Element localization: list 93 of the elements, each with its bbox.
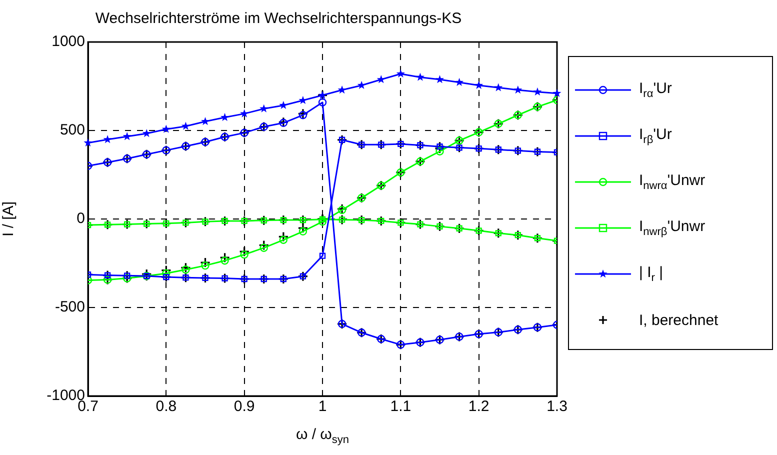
- point: [514, 232, 521, 238]
- y-tick-label: -500: [54, 298, 85, 316]
- point: [162, 269, 170, 278]
- point: [104, 272, 111, 278]
- point: [533, 87, 542, 96]
- legend-label: I$_{rα}$'Ur: [639, 80, 672, 100]
- point: [398, 220, 404, 226]
- y-axis-title: I / [A]: [0, 201, 18, 237]
- point: [300, 273, 306, 280]
- point: [474, 80, 484, 90]
- x-tick-label: 1.2: [468, 398, 490, 416]
- point: [202, 218, 208, 225]
- point: [202, 274, 208, 282]
- x-tick-label: 1: [318, 398, 327, 416]
- point: [416, 72, 424, 81]
- point: [122, 132, 132, 140]
- point: [182, 266, 190, 274]
- point: [436, 223, 443, 230]
- legend-label: I$_{rβ}$'Ur: [639, 126, 672, 146]
- legend-label: I$_{nwrα}$'Unwr: [639, 172, 706, 192]
- point: [220, 256, 229, 265]
- y-tick-label: 0: [76, 210, 85, 228]
- point: [396, 69, 405, 78]
- point: [456, 144, 462, 151]
- point: [163, 220, 170, 226]
- point: [476, 145, 482, 152]
- point: [318, 98, 327, 106]
- point: [222, 275, 228, 282]
- point: [358, 216, 365, 224]
- point: [240, 109, 249, 118]
- point: [181, 122, 190, 130]
- y-tick-label: 1000: [52, 33, 85, 50]
- point: [279, 236, 288, 244]
- point: [260, 104, 268, 112]
- point: [417, 221, 424, 228]
- x-tick-label: 0.8: [156, 398, 177, 416]
- point: [318, 218, 327, 226]
- point: [84, 138, 92, 147]
- point: [436, 147, 444, 156]
- point: [319, 252, 326, 259]
- point: [319, 216, 326, 222]
- point: [417, 142, 424, 148]
- x-axis-title: ω / ω$_{syn}$: [294, 426, 350, 446]
- point: [241, 276, 248, 282]
- point: [358, 142, 365, 148]
- point: [398, 140, 404, 148]
- point: [162, 124, 170, 133]
- point: [298, 227, 308, 236]
- point: [124, 272, 130, 279]
- point: [163, 274, 170, 280]
- point: [534, 148, 541, 155]
- point: [240, 250, 248, 259]
- point: [338, 216, 346, 223]
- point: [495, 230, 502, 236]
- point: [280, 216, 286, 224]
- x-tick-label: 1.1: [390, 398, 412, 416]
- point: [514, 85, 522, 94]
- point: [182, 274, 189, 281]
- chart-title: Wechselrichterströme im Wechselrichterspannungs-KS: [95, 10, 462, 28]
- point: [338, 136, 346, 143]
- point: [260, 217, 267, 224]
- point: [495, 146, 502, 153]
- x-tick-label: 0.9: [234, 398, 255, 416]
- y-tick-label: 500: [60, 122, 85, 139]
- legend-label: I, berechnet: [639, 312, 718, 328]
- point: [103, 135, 112, 144]
- point: [378, 142, 384, 148]
- point: [436, 144, 443, 150]
- point: [201, 261, 210, 270]
- point: [144, 220, 150, 227]
- point: [260, 276, 267, 282]
- point: [456, 225, 462, 232]
- point: [142, 129, 151, 138]
- point: [494, 83, 503, 92]
- point: [222, 218, 228, 224]
- legend-label: I$_{nwrβ}$'Unwr: [639, 218, 706, 238]
- point: [279, 100, 288, 110]
- point: [260, 244, 268, 252]
- point: [241, 218, 248, 224]
- point: [182, 220, 189, 226]
- point: [552, 88, 562, 97]
- point: [298, 111, 308, 120]
- point: [514, 148, 521, 154]
- point: [104, 222, 111, 228]
- legend-label: | I$_{r}$ |: [639, 264, 663, 284]
- point: [124, 221, 130, 228]
- point: [455, 78, 464, 86]
- point: [435, 75, 444, 84]
- x-tick-label: 1.3: [546, 398, 568, 416]
- point: [280, 276, 286, 282]
- point: [534, 235, 541, 242]
- point: [476, 228, 482, 234]
- point: [378, 218, 384, 224]
